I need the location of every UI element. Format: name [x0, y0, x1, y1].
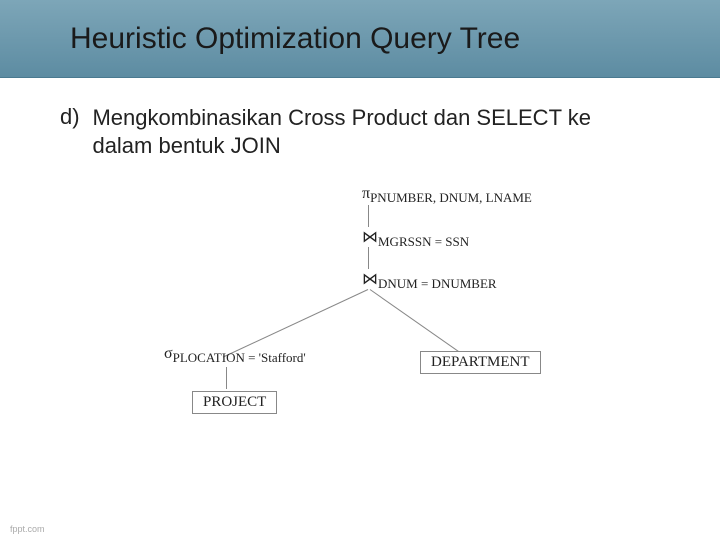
join2-cond: DNUM = DNUMBER	[378, 276, 497, 291]
list-marker: d)	[60, 104, 88, 130]
edge-select	[226, 367, 227, 389]
select-operator: σPLOCATION = 'Stafford'	[164, 345, 306, 366]
pi-symbol: π	[362, 185, 370, 202]
edge-join1	[368, 247, 369, 269]
leaf-project: PROJECT	[192, 391, 277, 414]
join1-cond: MGRSSN = SSN	[378, 234, 469, 249]
select-cond: PLOCATION = 'Stafford'	[173, 350, 306, 365]
join1-operator: ⋈MGRSSN = SSN	[362, 227, 469, 250]
project-operator: πPNUMBER, DNUM, LNAME	[362, 185, 532, 206]
sigma-symbol: σ	[164, 345, 173, 362]
leaf-department: DEPARTMENT	[420, 351, 541, 374]
project-attrs: PNUMBER, DNUM, LNAME	[370, 190, 532, 205]
edge-root	[368, 205, 369, 227]
query-tree-diagram: πPNUMBER, DNUM, LNAME ⋈MGRSSN = SSN ⋈DNU…	[170, 185, 630, 445]
page-title: Heuristic Optimization Query Tree	[70, 22, 520, 56]
join1-symbol: ⋈	[362, 229, 378, 246]
join2-symbol: ⋈	[362, 271, 378, 288]
footer-watermark: fppt.com	[10, 524, 45, 534]
body-text: Mengkombinasikan Cross Product dan SELEC…	[92, 104, 652, 159]
join2-operator: ⋈DNUM = DNUMBER	[362, 269, 497, 292]
edge-join2-right	[370, 289, 469, 359]
body-area: d) Mengkombinasikan Cross Product dan SE…	[0, 78, 720, 159]
title-band: Heuristic Optimization Query Tree	[0, 0, 720, 78]
